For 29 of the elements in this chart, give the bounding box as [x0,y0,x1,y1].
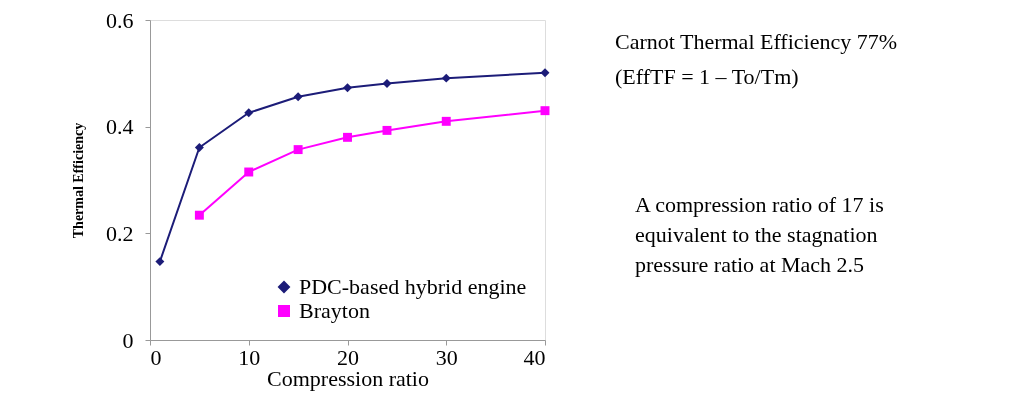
x-tick-label: 0 [150,344,162,370]
point [441,116,451,126]
x-tick-label: 30 [435,344,458,370]
point [343,83,352,93]
point [540,68,550,78]
y-tick-label: 0.6 [106,7,134,33]
point [155,257,165,267]
point [194,210,204,220]
point [382,78,392,88]
x-tick-label: 40 [523,344,546,370]
y-tick-label: 0.4 [106,114,134,140]
point [194,142,204,152]
text: Carnot Thermal Efficiency 77% [615,29,898,54]
x-tick-label: 10 [238,344,261,370]
y-axis-title: Thermal Efficiency [71,122,86,239]
point [293,92,303,102]
point [343,132,352,142]
point [382,125,392,135]
point [244,167,254,177]
y-tick-label: 0 [122,327,134,353]
legend-label: PDC-based hybrid engine [299,274,527,299]
y-tick-label: 0.2 [106,220,134,246]
text: (EffTF = 1 – To/Tm) [615,64,799,89]
point [540,106,550,116]
point [244,108,254,118]
point [293,145,303,155]
text: A compression ratio of 17 is equivalent to the stagnation pressure ratio at Mach 2.5 [635,192,884,277]
point [441,73,451,83]
legend-label: Brayton [299,298,370,323]
